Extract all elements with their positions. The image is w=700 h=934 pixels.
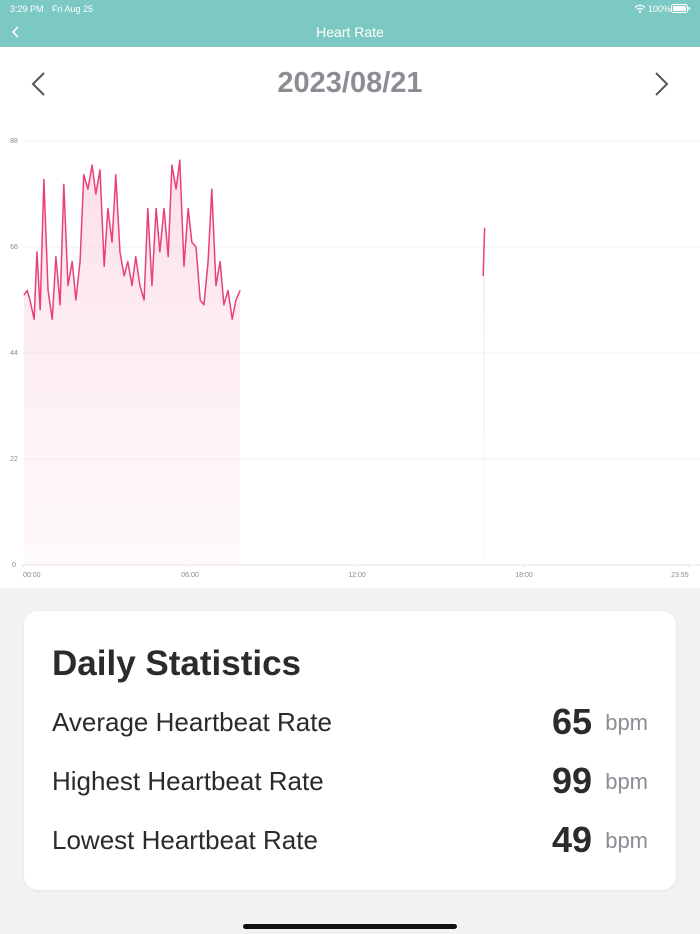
stat-value: 49: [551, 819, 592, 860]
stat-label: Lowest Heartbeat Rate: [52, 825, 318, 855]
y-tick-label: 88: [10, 138, 18, 145]
x-tick-label: 18:00: [515, 572, 533, 579]
stat-row: Lowest Heartbeat Rate 49 bpm: [52, 819, 648, 860]
home-indicator: [243, 924, 457, 929]
header-title: Heart Rate: [316, 24, 384, 40]
y-tick-label: 22: [10, 456, 18, 463]
y-tick-label: 0: [12, 562, 16, 569]
next-day-button[interactable]: [650, 71, 672, 97]
heart-rate-line: [23, 159, 486, 321]
x-tick-label: 23:55: [671, 572, 689, 579]
y-tick-label: 44: [10, 350, 18, 357]
stat-row: Average Heartbeat Rate 65 bpm: [52, 701, 648, 742]
stat-label: Average Heartbeat Rate: [52, 707, 332, 737]
area-fill: [23, 160, 241, 565]
x-tick-label: 12:00: [348, 572, 366, 579]
daily-stats-card: Daily Statistics Average Heartbeat Rate 6…: [24, 611, 676, 890]
area-fill: [483, 227, 485, 565]
stats-title: Daily Statistics: [52, 644, 301, 683]
x-tick-label: 06:00: [181, 572, 199, 579]
y-tick-label: 66: [10, 244, 18, 251]
back-button[interactable]: [8, 24, 24, 40]
stat-value: 99: [551, 760, 592, 801]
stat-unit: bpm: [605, 828, 648, 853]
status-time: 3:29 PM: [10, 4, 44, 14]
stat-row: Highest Heartbeat Rate 99 bpm: [52, 760, 648, 801]
stat-unit: bpm: [605, 710, 648, 735]
stat-value: 65: [551, 701, 592, 742]
selected-date: 2023/08/21: [277, 67, 423, 99]
x-tick-label: 00:00: [23, 572, 41, 579]
battery-text: 100%: [648, 4, 672, 14]
wifi-icon: [634, 4, 646, 13]
status-date: Fri Aug 25: [52, 4, 94, 14]
app-header: 3:29 PM Fri Aug 25 100% Heart Rate: [0, 0, 700, 47]
stat-unit: bpm: [605, 769, 648, 794]
chart-panel: 0 22 44 66 88 00:00 06:00 12:00 18:00 23:55: [0, 47, 700, 588]
heart-rate-chart: 0 22 44 66 88 00:00 06:00 12:00 18:00 23:55: [10, 138, 700, 579]
stat-label: Highest Heartbeat Rate: [52, 766, 324, 796]
battery-icon: [671, 4, 690, 13]
prev-day-button[interactable]: [28, 71, 50, 97]
